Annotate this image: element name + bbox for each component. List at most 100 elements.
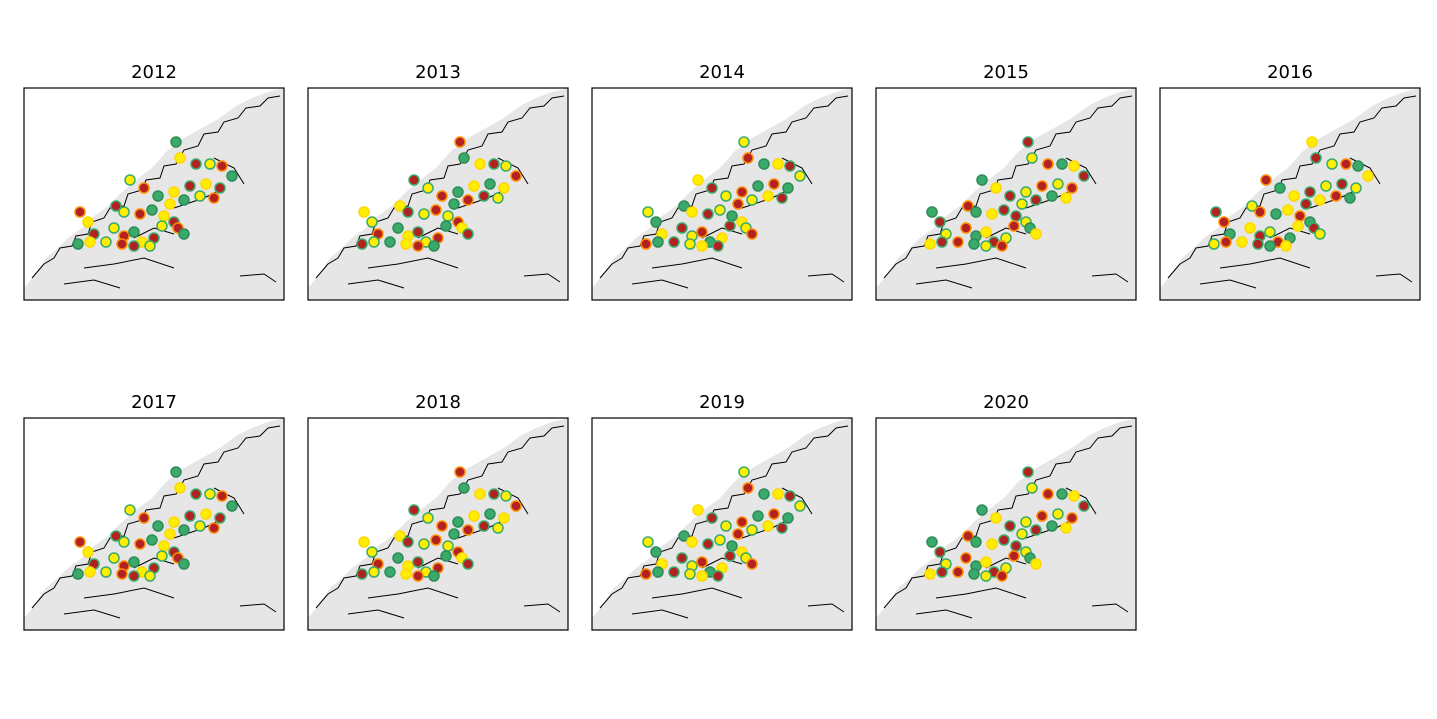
panel-frame — [1159, 87, 1421, 301]
site-marker — [442, 540, 454, 552]
site-marker — [436, 520, 448, 532]
fjord — [239, 603, 277, 613]
site-marker — [428, 240, 440, 252]
site-marker — [454, 136, 466, 148]
site-marker — [720, 190, 732, 202]
site-marker — [164, 528, 176, 540]
site-marker — [510, 170, 522, 182]
map-panel — [23, 87, 285, 301]
site-marker — [980, 570, 992, 582]
site-marker — [1280, 240, 1292, 252]
site-marker — [1026, 152, 1038, 164]
site-marker — [384, 566, 396, 578]
site-marker — [394, 530, 406, 542]
site-marker — [428, 570, 440, 582]
site-marker — [736, 516, 748, 528]
site-marker — [412, 570, 424, 582]
site-marker — [738, 466, 750, 478]
site-marker — [1310, 152, 1322, 164]
site-marker — [924, 238, 936, 250]
site-marker — [768, 508, 780, 520]
site-marker — [72, 238, 84, 250]
site-marker — [1352, 160, 1364, 172]
site-marker — [412, 240, 424, 252]
site-marker — [402, 206, 414, 218]
site-marker — [996, 240, 1008, 252]
site-marker — [990, 182, 1002, 194]
site-marker — [1208, 238, 1220, 250]
site-marker — [746, 524, 758, 536]
fjord — [133, 557, 175, 569]
panel-frame — [875, 87, 1137, 301]
site-marker — [358, 206, 370, 218]
fjord — [239, 273, 277, 283]
site-marker — [412, 226, 424, 238]
site-marker — [1264, 226, 1276, 238]
site-marker — [108, 222, 120, 234]
site-marker — [952, 566, 964, 578]
site-marker — [970, 206, 982, 218]
site-marker — [936, 236, 948, 248]
site-marker — [1020, 186, 1032, 198]
site-marker — [1300, 198, 1312, 210]
site-marker — [418, 538, 430, 550]
site-marker — [1246, 200, 1258, 212]
site-marker — [440, 220, 452, 232]
site-marker — [178, 558, 190, 570]
site-marker — [208, 192, 220, 204]
map-panel — [1159, 87, 1421, 301]
site-marker — [462, 524, 474, 536]
site-marker — [1304, 186, 1316, 198]
site-marker — [1320, 180, 1332, 192]
site-marker — [1056, 158, 1068, 170]
map-panel — [307, 417, 569, 631]
panel-title: 2012 — [131, 62, 177, 83]
site-marker — [1042, 158, 1054, 170]
site-marker — [128, 226, 140, 238]
site-marker — [776, 522, 788, 534]
site-marker — [366, 546, 378, 558]
site-marker — [368, 236, 380, 248]
site-marker — [452, 186, 464, 198]
fjord — [133, 227, 175, 239]
site-marker — [996, 570, 1008, 582]
site-marker — [452, 516, 464, 528]
site-marker — [168, 186, 180, 198]
site-marker — [686, 206, 698, 218]
site-marker — [412, 556, 424, 568]
site-marker — [1008, 550, 1020, 562]
site-marker — [500, 490, 512, 502]
site-marker — [1030, 194, 1042, 206]
site-marker — [676, 552, 688, 564]
site-marker — [124, 174, 136, 186]
panel-frame — [307, 417, 569, 631]
panel-frame — [875, 417, 1137, 631]
site-marker — [178, 228, 190, 240]
fjord — [1199, 279, 1257, 289]
fjord — [1269, 227, 1311, 239]
site-marker — [368, 566, 380, 578]
site-marker — [134, 538, 146, 550]
site-marker — [418, 208, 430, 220]
fjord — [935, 587, 1027, 599]
site-marker — [100, 236, 112, 248]
panel-frame — [23, 87, 285, 301]
site-marker — [128, 570, 140, 582]
site-marker — [1016, 198, 1028, 210]
site-marker — [1292, 220, 1304, 232]
site-marker — [358, 536, 370, 548]
site-marker — [458, 152, 470, 164]
fjord — [985, 227, 1027, 239]
site-marker — [1022, 466, 1034, 478]
site-marker — [1004, 190, 1016, 202]
site-marker — [736, 186, 748, 198]
map-panel — [875, 417, 1137, 631]
site-marker — [738, 136, 750, 148]
site-marker — [1218, 216, 1230, 228]
site-marker — [986, 208, 998, 220]
fjord — [63, 279, 121, 289]
site-marker — [686, 536, 698, 548]
site-marker — [702, 538, 714, 550]
site-marker — [498, 512, 510, 524]
site-marker — [640, 568, 652, 580]
